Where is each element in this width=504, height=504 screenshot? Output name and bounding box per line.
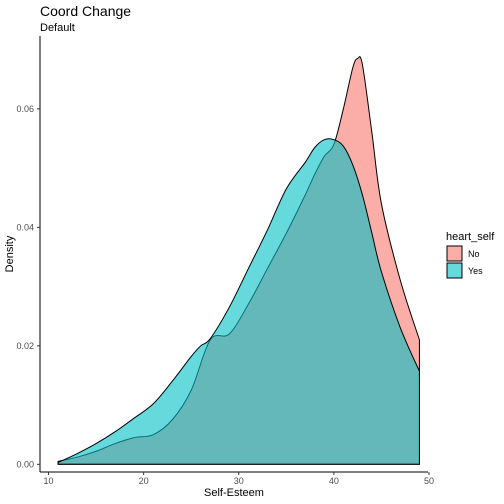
- legend-label-no: No: [468, 249, 480, 259]
- x-tick-label: 20: [139, 476, 149, 486]
- legend-title: heart_self: [446, 231, 495, 243]
- legend-key-no: [446, 245, 463, 262]
- y-axis-ticks: 0.00 0.02 0.04 0.06: [16, 104, 40, 469]
- density-area-yes: [57, 138, 420, 465]
- x-axis-ticks: 10 20 30 40 50: [44, 472, 434, 486]
- y-tick-label: 0.02: [16, 341, 34, 351]
- legend: heart_self No Yes: [446, 231, 495, 279]
- x-tick-label: 40: [329, 476, 339, 486]
- y-tick-label: 0.00: [16, 459, 34, 469]
- y-tick-label: 0.04: [16, 222, 34, 232]
- y-tick-label: 0.06: [16, 104, 34, 114]
- y-axis-label: Density: [4, 235, 16, 272]
- x-tick-label: 10: [44, 476, 54, 486]
- legend-items: No Yes: [446, 245, 483, 279]
- chart-subtitle: Default: [40, 22, 75, 34]
- chart-title: Coord Change: [40, 3, 131, 19]
- x-tick-label: 30: [234, 476, 244, 486]
- legend-key-yes: [446, 262, 463, 279]
- density-series: [57, 56, 420, 465]
- x-tick-label: 50: [424, 476, 434, 486]
- x-axis-label: Self-Esteem: [204, 487, 264, 499]
- plot-area: 0.00 0.02 0.04 0.06 10 20 30 40 50: [16, 36, 434, 486]
- legend-label-yes: Yes: [468, 266, 483, 276]
